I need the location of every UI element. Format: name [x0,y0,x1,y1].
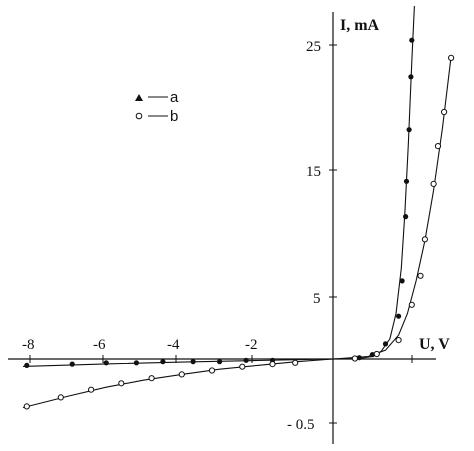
series-b-point [239,363,246,370]
series-b-point [118,380,125,387]
series-b-point [417,272,424,279]
x-axis-label: U, V [419,336,450,353]
legend-label-b: b [170,108,178,125]
x-tick-label: -4 [167,337,180,353]
series-b-curve [22,56,452,409]
series-b-point [434,143,442,150]
series-a-point [24,362,30,368]
series-b-point [88,386,95,393]
series-a-point [403,214,409,220]
series-b-point [148,375,155,382]
series-b-point [395,337,402,344]
y-axis-label: I, mA [340,17,380,34]
series-b-point [448,54,455,62]
series-a-point [382,341,389,347]
series-a-point [399,278,405,284]
series-a-curve [22,5,415,367]
series-a-point [133,360,139,366]
series-a-point [408,74,414,80]
series-b-point [373,350,380,358]
legend: a b [135,89,179,125]
series-b-point [23,403,30,410]
series-b-point [421,236,428,243]
series-b-point [441,108,448,116]
series-a-point [103,360,109,366]
legend-marker-b [135,112,143,120]
series-a-point [243,357,249,363]
y-tick-label: 25 [306,39,321,55]
series-a-point [406,127,412,133]
legend-label-a: a [170,89,179,106]
series-b-point [57,394,64,401]
series-a-point [69,361,75,367]
series-b-point [408,301,415,308]
legend-marker-a [135,94,143,101]
series-a-point [356,355,362,361]
series-b-point [351,355,358,362]
series-a-point [190,359,196,365]
series-a-point [409,37,415,43]
x-tick-label: -8 [22,337,35,353]
series-a-point [396,313,402,319]
y-tick-label: 15 [306,164,321,180]
series-a-point [160,359,166,365]
x-tick-label: -2 [245,337,258,353]
x-tick-label: -6 [93,337,106,353]
series-b-point [178,371,185,378]
y-tick-label: - 0.5 [287,417,315,433]
plot-area [22,5,455,410]
series-b-point [269,361,276,368]
series-b-point [208,367,216,374]
series-a-point [403,178,410,184]
series-b-point [292,359,299,366]
y-tick-label: 5 [313,291,321,307]
series-b-point [430,180,437,187]
series-a-point [217,359,223,365]
